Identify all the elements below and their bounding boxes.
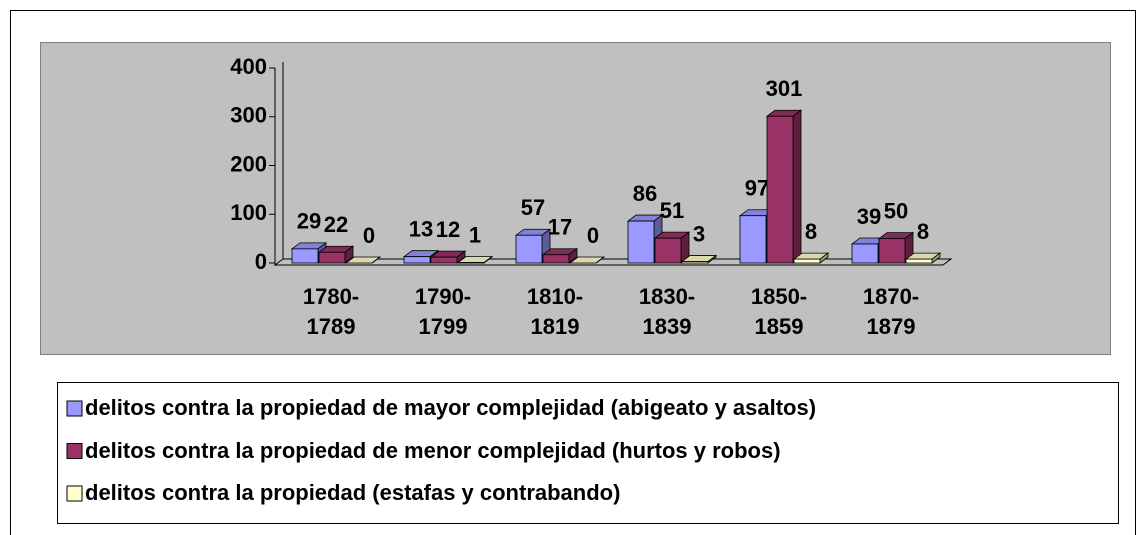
bar [905,258,933,264]
data-label: 1 [469,222,481,247]
legend-label: delitos contra la propiedad de menor com… [85,437,781,463]
bar [403,256,431,264]
x-tick-label: 1810-1819 [526,284,584,339]
legend-label: delitos contra la propiedad de mayor com… [85,395,817,420]
data-label: 0 [587,223,599,248]
x-tick-label: 1870-1879 [862,284,920,339]
bar [793,258,821,264]
bar [654,237,682,264]
data-label: 50 [884,198,908,223]
data-label: 12 [436,217,460,242]
bar-side [792,109,802,264]
plot-area [40,42,1111,355]
legend-swatch [66,443,83,459]
bar [515,234,543,264]
legend-label: delitos contra la propiedad (estafas y c… [85,480,621,505]
data-label: 3 [693,221,705,246]
y-tick-label: 200 [230,151,267,176]
data-label: 13 [409,216,433,241]
data-label: 17 [548,215,572,240]
legend-swatch [66,400,83,417]
bar [739,215,767,264]
bar [766,115,794,264]
x-tick-label: 1790-1799 [414,284,472,339]
y-tick-label: 300 [230,103,267,128]
y-tick-label: 400 [230,54,267,79]
data-label: 39 [857,204,881,229]
data-label: 57 [521,195,545,220]
data-label: 51 [660,198,684,223]
legend-swatch [66,485,83,502]
data-label: 8 [805,219,817,244]
bar [627,220,655,264]
data-label: 301 [766,76,803,101]
bar [681,261,709,264]
y-tick-label: 0 [255,249,267,274]
data-label: 97 [745,176,769,201]
legend-box [57,382,1119,524]
bar [878,238,906,264]
data-label: 86 [633,181,657,206]
x-tick-label: 1850-1859 [750,284,808,339]
bar-side [595,256,605,264]
data-label: 22 [324,212,348,237]
y-tick-label: 100 [230,200,267,225]
bar [291,248,319,264]
bar [542,254,570,264]
data-label: 8 [917,219,929,244]
bar [851,243,879,264]
x-tick-label: 1780-1789 [302,284,360,339]
bar-side [371,256,381,264]
bar [318,251,346,264]
data-label: 29 [297,209,321,234]
bar [430,256,458,264]
data-label: 0 [363,223,375,248]
x-tick-label: 1830-1839 [638,284,696,339]
